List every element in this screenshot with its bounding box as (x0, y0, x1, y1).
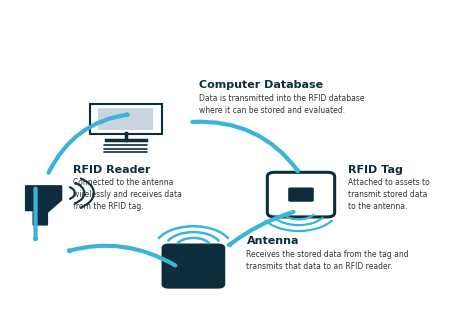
Text: RFID Tag: RFID Tag (348, 165, 403, 175)
FancyBboxPatch shape (288, 188, 314, 202)
Text: RFID Reader: RFID Reader (73, 165, 151, 175)
Text: Antenna: Antenna (246, 236, 299, 246)
Text: Basic RFID System: Basic RFID System (106, 17, 368, 41)
FancyBboxPatch shape (98, 108, 153, 130)
Text: Computer Database: Computer Database (199, 80, 323, 89)
FancyBboxPatch shape (267, 172, 335, 217)
Text: Data is transmitted into the RFID database
where it can be stored and evaluated.: Data is transmitted into the RFID databa… (199, 94, 365, 115)
Text: Attached to assets to
transmit stored data
to the antenna.: Attached to assets to transmit stored da… (348, 179, 430, 211)
FancyBboxPatch shape (163, 245, 224, 288)
Text: Connected to the antenna
wirelessly and receives data
from the RFID tag.: Connected to the antenna wirelessly and … (73, 179, 182, 211)
Text: Receives the stored data from the tag and
transmits that data to an RFID reader.: Receives the stored data from the tag an… (246, 250, 409, 271)
FancyBboxPatch shape (90, 104, 162, 134)
Polygon shape (26, 186, 62, 225)
